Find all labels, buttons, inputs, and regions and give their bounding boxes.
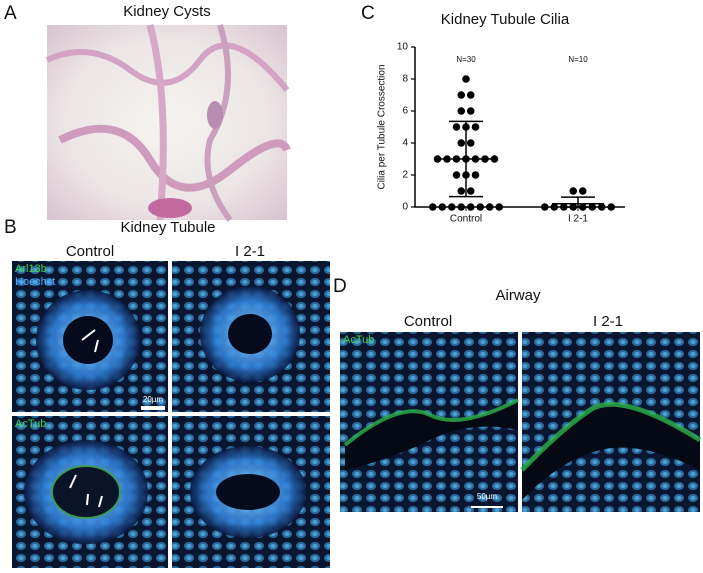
panel-title: Kidney Tubule	[120, 219, 215, 236]
data-point	[471, 171, 480, 179]
y-tick-label: 10	[397, 42, 409, 53]
data-point	[457, 203, 466, 211]
data-point	[569, 187, 578, 195]
data-point	[466, 187, 475, 195]
data-point	[471, 123, 480, 131]
stain-label: Arl13b	[15, 263, 47, 275]
data-point	[466, 91, 475, 99]
panel-label: A	[4, 3, 17, 24]
data-point	[540, 203, 549, 211]
data-point	[462, 75, 470, 83]
data-point	[457, 107, 466, 115]
y-tick-label: 2	[402, 170, 408, 181]
column-label: Control	[404, 313, 452, 330]
data-point	[466, 107, 475, 115]
scale-label: 20µm	[143, 395, 164, 404]
x-tick-label: I 2-1	[568, 214, 588, 225]
panel-label: D	[333, 276, 347, 297]
y-tick-label: 0	[402, 202, 408, 213]
panel-label: B	[4, 217, 17, 238]
stain-label: AcTub	[15, 418, 46, 430]
data-point	[495, 203, 504, 211]
data-point	[457, 91, 466, 99]
column-label: I 2-1	[593, 313, 623, 330]
y-tick-label: 8	[402, 74, 408, 85]
data-point	[447, 203, 456, 211]
y-tick-label: 6	[402, 106, 408, 117]
data-point	[485, 203, 494, 211]
data-point	[466, 139, 475, 147]
chart-title: Kidney Tubule Cilia	[441, 11, 570, 28]
annotation: N=10	[568, 55, 588, 64]
annotation: N=30	[456, 55, 476, 64]
data-point	[466, 203, 475, 211]
panel-title: Airway	[495, 287, 541, 304]
panel-label: C	[361, 3, 375, 24]
panel-title: Kidney Cysts	[123, 3, 211, 20]
data-point	[490, 155, 499, 163]
stain-label: Hoechst	[15, 276, 55, 288]
data-point	[438, 203, 447, 211]
data-point	[607, 203, 616, 211]
data-point	[457, 139, 466, 147]
data-point	[452, 171, 461, 179]
column-label: Control	[66, 243, 114, 260]
data-point	[578, 187, 587, 195]
microscopy-images	[340, 332, 702, 512]
x-tick-label: Control	[450, 214, 482, 225]
data-point	[457, 187, 466, 195]
scale-label: 50µm	[477, 492, 498, 501]
data-point	[428, 203, 437, 211]
y-axis-label: Cilia per Tubule Crossection	[377, 64, 388, 189]
data-point	[433, 155, 442, 163]
data-point	[452, 123, 461, 131]
data-point	[597, 203, 606, 211]
data-point	[476, 203, 485, 211]
column-label: I 2-1	[235, 243, 265, 260]
microscopy-images	[12, 261, 330, 568]
stain-label: AcTub	[343, 334, 374, 346]
histology-image	[45, 24, 291, 222]
y-tick-label: 4	[402, 138, 408, 149]
data-point	[550, 203, 559, 211]
